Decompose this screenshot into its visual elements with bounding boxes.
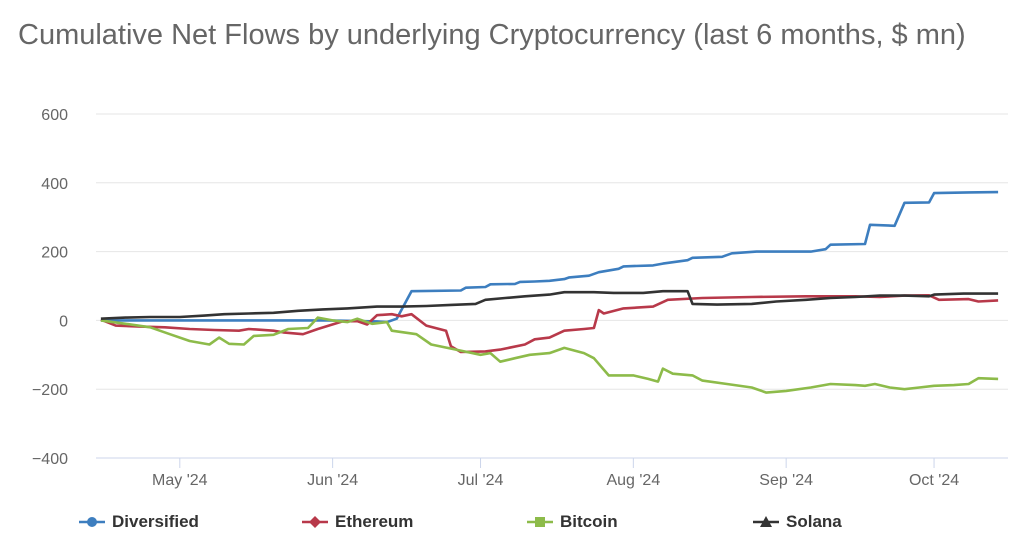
square-marker-icon: [527, 517, 553, 527]
legend-label: Solana: [786, 512, 842, 531]
grid-layer: [96, 113, 1008, 459]
y-tick-label: 200: [41, 245, 68, 262]
legend-item-diversified[interactable]: Diversified: [78, 512, 199, 532]
legend-label: Diversified: [112, 512, 199, 531]
circle-marker-icon: [79, 517, 105, 527]
legend-label: Ethereum: [335, 512, 414, 531]
y-tick-label: −200: [32, 382, 68, 399]
x-tick-label: May '24: [152, 472, 208, 489]
series-line-ethereum: [100, 294, 999, 354]
x-tick-label: Sep '24: [759, 472, 813, 489]
series-line-solana: [100, 289, 999, 320]
triangle-marker-icon: [753, 516, 779, 527]
axis-layer: 600 400 200 0 −200 −400 May '24 Jun '24 Jul '24 A…: [32, 107, 1008, 489]
y-tick-label: 400: [41, 176, 68, 193]
series-line-diversified: [100, 190, 999, 324]
legend-item-bitcoin[interactable]: Bitcoin: [526, 512, 618, 532]
y-tick-label: −400: [32, 451, 68, 468]
legend-label: Bitcoin: [560, 512, 618, 531]
y-tick-label: 0: [59, 313, 68, 330]
x-tick-label: Oct '24: [909, 472, 959, 489]
chart-title: Cumulative Net Flows by underlying Crypt…: [18, 19, 966, 51]
series-layer: [100, 190, 999, 394]
legend-item-solana[interactable]: Solana: [752, 512, 842, 532]
legend: Diversified Ethereum Bitcoin Solana: [78, 512, 1008, 538]
diamond-marker-icon: [302, 516, 328, 528]
series-line-bitcoin: [100, 316, 999, 394]
x-tick-label: Jul '24: [458, 472, 504, 489]
legend-item-ethereum[interactable]: Ethereum: [301, 512, 413, 532]
x-tick-label: Jun '24: [307, 472, 358, 489]
y-tick-label: 600: [41, 107, 68, 124]
x-tick-label: Aug '24: [606, 472, 660, 489]
